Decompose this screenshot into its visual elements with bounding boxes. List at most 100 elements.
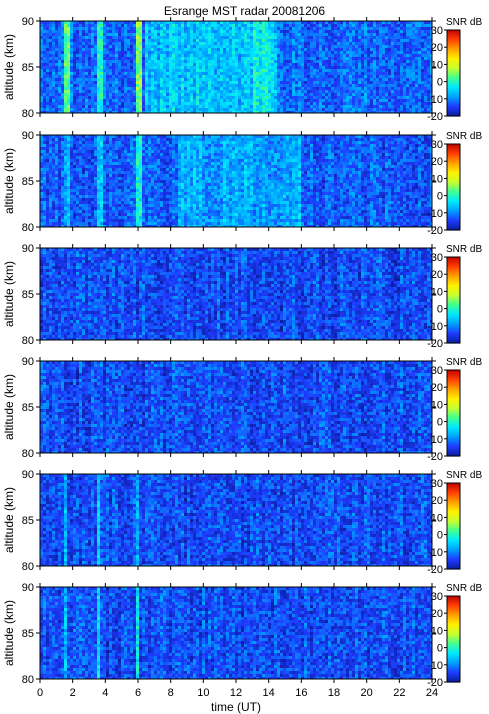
heatmap-cell xyxy=(304,24,307,27)
heatmap-cell xyxy=(286,75,289,78)
heatmap-cell xyxy=(145,51,148,54)
heatmap-cell xyxy=(238,33,241,36)
heatmap-cell xyxy=(250,42,253,45)
heatmap-cell xyxy=(310,36,313,39)
heatmap-cell xyxy=(79,177,82,180)
heatmap-cell xyxy=(94,144,97,147)
heatmap-cell xyxy=(292,81,295,84)
heatmap-cell xyxy=(58,177,61,180)
heatmap-cell xyxy=(106,168,109,171)
heatmap-cell xyxy=(187,78,190,81)
heatmap-cell xyxy=(106,171,109,174)
heatmap-cell xyxy=(73,93,76,96)
heatmap-cell xyxy=(397,87,400,90)
heatmap-cell xyxy=(58,72,61,75)
heatmap-cell xyxy=(286,93,289,96)
heatmap-cell xyxy=(214,63,217,66)
heatmap-cell xyxy=(118,180,121,183)
heatmap-cell xyxy=(187,66,190,69)
heatmap-cell xyxy=(337,60,340,63)
heatmap-cell xyxy=(400,42,403,45)
heatmap-cell xyxy=(64,162,67,165)
heatmap-cell xyxy=(145,108,148,111)
heatmap-cell xyxy=(94,207,97,210)
heatmap-cell xyxy=(274,24,277,27)
heatmap-cell xyxy=(241,99,244,102)
heatmap-cell xyxy=(241,72,244,75)
heatmap-cell xyxy=(178,60,181,63)
heatmap-cell xyxy=(235,99,238,102)
heatmap-cell xyxy=(397,90,400,93)
heatmap-cell xyxy=(226,66,229,69)
heatmap-cell xyxy=(391,69,394,72)
heatmap-cell xyxy=(313,96,316,99)
heatmap-cell xyxy=(382,33,385,36)
heatmap-cell xyxy=(43,108,46,111)
heatmap-cell xyxy=(58,150,61,153)
heatmap-cell xyxy=(388,78,391,81)
heatmap-cell xyxy=(181,36,184,39)
heatmap-cell xyxy=(55,174,58,177)
heatmap-cell xyxy=(301,30,304,33)
heatmap-cell xyxy=(52,57,55,60)
heatmap-cell xyxy=(262,24,265,27)
heatmap-cell xyxy=(178,63,181,66)
heatmap-cell xyxy=(100,39,103,42)
heatmap-cell xyxy=(358,60,361,63)
heatmap-cell xyxy=(88,108,91,111)
heatmap-cell xyxy=(190,24,193,27)
heatmap-cell xyxy=(160,24,163,27)
heatmap-cell xyxy=(400,57,403,60)
heatmap-cell xyxy=(130,84,133,87)
heatmap-cell xyxy=(247,24,250,27)
heatmap-cell xyxy=(103,96,106,99)
heatmap-cell xyxy=(268,75,271,78)
heatmap-cell xyxy=(79,168,82,171)
heatmap-cell xyxy=(142,72,145,75)
heatmap-cell xyxy=(55,66,58,69)
heatmap-cell xyxy=(367,84,370,87)
heatmap-cell xyxy=(94,174,97,177)
heatmap-cell xyxy=(331,87,334,90)
heatmap-cell xyxy=(97,198,100,201)
heatmap-cell xyxy=(331,99,334,102)
heatmap-cell xyxy=(106,207,109,210)
heatmap-cell xyxy=(295,87,298,90)
heatmap-cell xyxy=(145,87,148,90)
heatmap-cell xyxy=(277,36,280,39)
heatmap-cell xyxy=(298,87,301,90)
heatmap-cell xyxy=(61,51,64,54)
heatmap-cell xyxy=(361,33,364,36)
heatmap-cell xyxy=(52,87,55,90)
heatmap-cell xyxy=(280,99,283,102)
heatmap-cell xyxy=(199,24,202,27)
heatmap-cell xyxy=(91,147,94,150)
heatmap-cell xyxy=(250,108,253,111)
heatmap-cell xyxy=(289,57,292,60)
heatmap-cell xyxy=(331,51,334,54)
heatmap-cell xyxy=(64,201,67,204)
heatmap-cell xyxy=(277,81,280,84)
heatmap-cell xyxy=(223,39,226,42)
heatmap-cell xyxy=(373,105,376,108)
heatmap-cell xyxy=(421,93,424,96)
heatmap-cell xyxy=(292,36,295,39)
heatmap-cell xyxy=(178,36,181,39)
colorbar-tick-label: -10 xyxy=(427,94,443,106)
heatmap-cell xyxy=(283,51,286,54)
heatmap-cell xyxy=(421,48,424,51)
heatmap-cell xyxy=(85,201,88,204)
heatmap-cell xyxy=(82,192,85,195)
heatmap-cell xyxy=(175,75,178,78)
heatmap-cell xyxy=(331,105,334,108)
heatmap-cell xyxy=(397,54,400,57)
heatmap-cell xyxy=(181,57,184,60)
heatmap-cell xyxy=(232,102,235,105)
heatmap-cell xyxy=(82,198,85,201)
heatmap-cell xyxy=(88,48,91,51)
heatmap-cell xyxy=(247,63,250,66)
heatmap-cell xyxy=(304,36,307,39)
heatmap-cell xyxy=(262,105,265,108)
heatmap-cell xyxy=(43,57,46,60)
heatmap-cell xyxy=(97,210,100,213)
